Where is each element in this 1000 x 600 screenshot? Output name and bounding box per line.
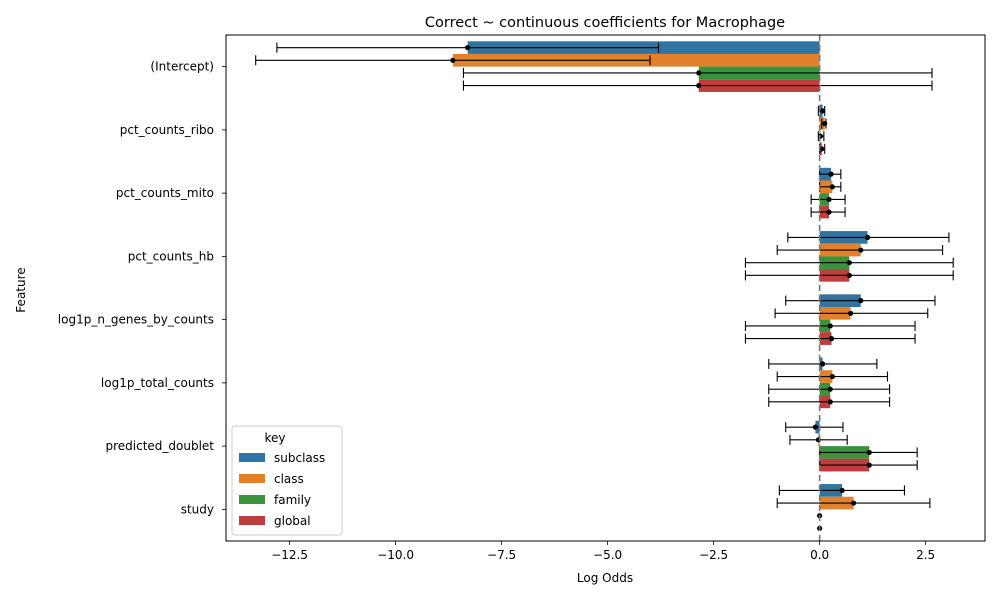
y-tick-label: pct_counts_hb	[128, 249, 214, 263]
point-estimate	[819, 108, 826, 114]
point-estimate	[864, 234, 871, 240]
point-estimate	[696, 70, 702, 76]
point-estimate	[826, 196, 832, 203]
point-estimate	[450, 57, 456, 63]
point-estimate	[846, 260, 852, 266]
point-estimate	[826, 209, 832, 215]
y-tick-label: pct_counts_mito	[116, 186, 214, 200]
y-tick-label: log1p_n_genes_by_counts	[58, 313, 214, 327]
axes-frame	[225, 34, 986, 542]
legend-swatch	[239, 495, 265, 504]
point-estimate	[817, 133, 824, 139]
point-estimate	[827, 399, 833, 405]
x-tick-label: −10.0	[377, 548, 414, 562]
point-estimate	[828, 336, 835, 342]
point-estimate	[866, 449, 872, 456]
point-estimate	[829, 184, 835, 190]
legend-label: global	[274, 514, 311, 528]
point-estimate	[819, 146, 825, 152]
legend-swatch	[239, 453, 265, 462]
y-tick-label: pct_counts_ribo	[120, 123, 214, 137]
x-tick-label: 0.0	[810, 548, 829, 562]
x-axis-label: Log Odds	[577, 571, 633, 585]
point-estimate	[465, 45, 471, 51]
point-estimate	[850, 500, 857, 506]
x-tick-label: 2.5	[916, 548, 935, 562]
point-estimate	[847, 310, 854, 316]
y-axis-label: Feature	[14, 267, 28, 312]
point-estimate	[827, 386, 833, 392]
legend-label: subclass	[274, 451, 325, 465]
point-estimate	[858, 247, 864, 253]
y-tick-label: study	[181, 502, 214, 516]
point-estimate	[828, 171, 834, 177]
point-estimate	[846, 272, 852, 278]
x-tick-label: −5.0	[593, 548, 622, 562]
point-estimate	[866, 462, 872, 468]
point-estimate	[858, 298, 864, 304]
legend-swatch	[239, 474, 265, 483]
x-tick-label: −12.5	[271, 548, 308, 562]
x-tick-label: −2.5	[699, 548, 728, 562]
legend-swatch	[239, 516, 265, 525]
point-estimate	[822, 120, 828, 127]
plot-area: −12.5 −10.0 −7.5 −5.0 −2.5 0.0 2.5 (Intercept) p…	[58, 34, 986, 562]
point-estimate	[696, 83, 702, 89]
point-estimate	[839, 487, 845, 493]
y-tick-label: (Intercept)	[150, 60, 214, 74]
x-tick-label: −7.5	[487, 548, 516, 562]
point-estimate	[827, 323, 833, 329]
legend-label: class	[274, 472, 304, 486]
legend-label: family	[274, 493, 311, 507]
point-estimate	[819, 361, 826, 367]
legend: key subclass class family global	[231, 425, 343, 536]
legend-title: key	[264, 431, 285, 445]
point-estimate	[829, 373, 835, 380]
y-tick-label: predicted_doublet	[105, 439, 214, 453]
y-tick-label: log1p_total_counts	[101, 376, 214, 390]
point-estimate	[812, 424, 818, 430]
chart-title: Correct ~ continuous coefficients for Ma…	[425, 15, 785, 31]
